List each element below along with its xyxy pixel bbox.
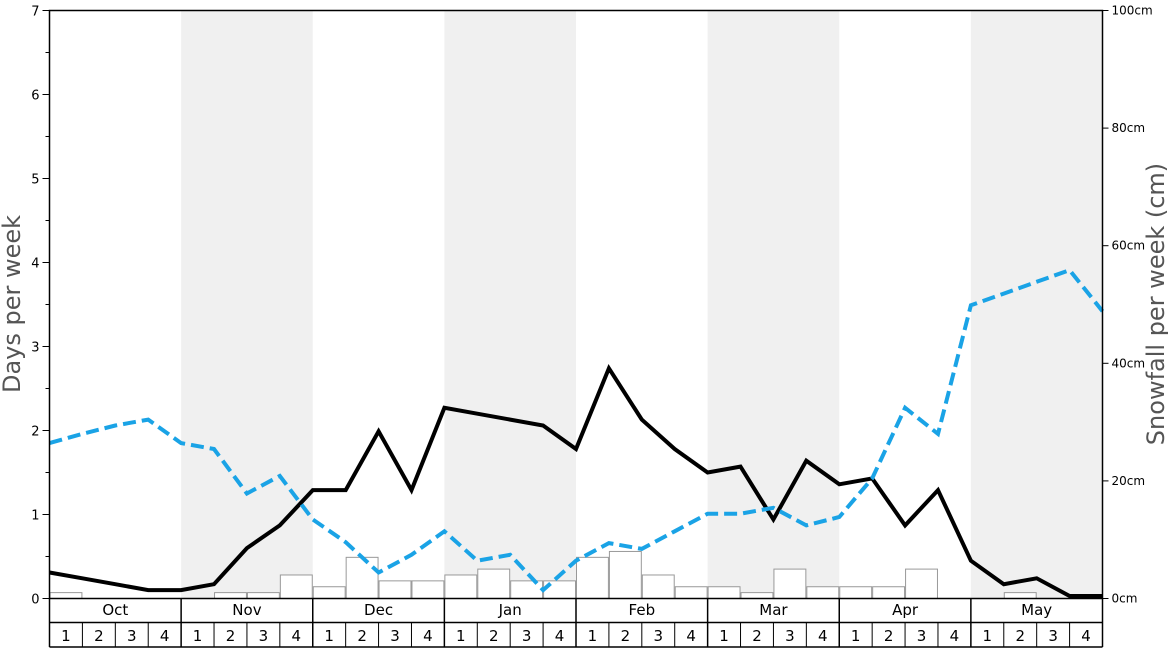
week-label: 3 — [917, 627, 927, 645]
week-label: 4 — [950, 627, 960, 645]
week-label: 3 — [390, 627, 400, 645]
right-tick-label: 0cm — [1112, 592, 1138, 606]
snowfall-bar — [214, 592, 247, 599]
week-label: 2 — [357, 627, 367, 645]
left-tick-label: 5 — [31, 173, 39, 188]
week-label: 2 — [752, 627, 762, 645]
week-label: 1 — [851, 627, 861, 645]
week-label: 1 — [719, 627, 729, 645]
week-label: 3 — [653, 627, 663, 645]
week-label: 2 — [621, 627, 631, 645]
month-label-oct: Oct — [102, 601, 128, 619]
week-label: 1 — [456, 627, 466, 645]
left-tick-label: 1 — [31, 509, 39, 524]
week-label: 4 — [292, 627, 302, 645]
left-tick-label: 7 — [31, 5, 39, 20]
month-band-jan — [444, 10, 576, 599]
month-label-jan: Jan — [498, 601, 522, 619]
dashed-blue-line — [48, 267, 1105, 593]
left-tick-label: 3 — [31, 341, 39, 356]
week-label: 2 — [489, 627, 499, 645]
week-label: 4 — [160, 627, 170, 645]
week-label: 3 — [1048, 627, 1058, 645]
week-label: 2 — [94, 627, 104, 645]
week-label: 1 — [983, 627, 993, 645]
month-bands — [181, 10, 1103, 599]
week-label: 2 — [226, 627, 236, 645]
week-label: 2 — [884, 627, 894, 645]
right-tick-label: 40cm — [1112, 356, 1146, 370]
right-axis: 0cm 20cm 40cm 60cm 80cm 100cm — [1102, 4, 1153, 606]
right-tick-label: 80cm — [1112, 121, 1146, 135]
snowfall-bar — [839, 586, 873, 599]
left-axis: 0 1 2 3 4 5 6 7 — [31, 5, 50, 608]
week-label: 2 — [1015, 627, 1025, 645]
month-label-feb: Feb — [629, 601, 656, 619]
week-label: 4 — [686, 627, 696, 645]
week-label: 4 — [818, 627, 828, 645]
week-label: 3 — [127, 627, 137, 645]
month-band-nov — [181, 10, 313, 599]
month-label-apr: Apr — [892, 601, 919, 619]
snowfall-bar — [510, 580, 544, 599]
snowfall-bar — [378, 580, 412, 599]
right-tick-label: 20cm — [1112, 474, 1146, 488]
week-label: 4 — [1081, 627, 1091, 645]
month-label-nov: Nov — [232, 601, 261, 619]
snowfall-bar — [312, 586, 346, 599]
snowfall-bar — [674, 586, 708, 599]
snowfall-bar — [641, 574, 675, 599]
month-label-mar: Mar — [759, 601, 788, 619]
left-tick-label: 4 — [31, 257, 39, 272]
week-label: 3 — [785, 627, 795, 645]
snowfall-bar — [608, 550, 642, 600]
snowfall-bar — [1003, 592, 1037, 599]
snowfall-bar — [773, 568, 807, 599]
snowfall-bar — [411, 580, 445, 599]
snowfall-bar — [872, 586, 906, 599]
right-axis-title: Snowfall per week (cm) — [1142, 163, 1168, 445]
week-label: 1 — [324, 627, 334, 645]
month-band-may — [970, 10, 1103, 599]
left-axis-title: Days per week — [0, 215, 26, 393]
snowfall-bar — [279, 574, 313, 599]
snowfall-bar — [345, 556, 379, 600]
solid-black-line — [49, 363, 1103, 598]
left-tick-label: 2 — [31, 425, 39, 440]
month-band-mar — [707, 10, 840, 599]
month-label-may: May — [1021, 601, 1052, 619]
week-label: 3 — [259, 627, 269, 645]
snowfall-bar — [49, 592, 83, 599]
snowfall-bar — [806, 586, 840, 599]
week-label: 3 — [522, 627, 532, 645]
right-tick-label: 100cm — [1112, 4, 1153, 18]
snowfall-bar — [246, 592, 280, 599]
left-tick-label: 0 — [31, 593, 39, 608]
left-tick-label: 6 — [31, 89, 39, 104]
week-label: 1 — [61, 627, 71, 645]
week-label: 1 — [588, 627, 598, 645]
series-lines — [48, 267, 1105, 598]
week-label: 1 — [193, 627, 203, 645]
month-label-dec: Dec — [364, 601, 393, 619]
week-label: 4 — [423, 627, 433, 645]
snowfall-bar — [576, 556, 609, 600]
week-label: 4 — [555, 627, 565, 645]
snowfall-bar — [444, 574, 478, 599]
snowfall-bar — [477, 568, 511, 599]
snowfall-bar — [905, 568, 938, 599]
snowfall-bar — [740, 592, 774, 599]
snowfall-bar — [707, 586, 741, 599]
right-tick-label: 60cm — [1112, 239, 1146, 253]
month-week-axis: Oct 1 2 3 4 Nov 1 2 3 4 Dec 1 2 3 4 Jan 1 2 3 4 Feb 1 2 3 4 Mar 1 2… — [48, 598, 1104, 648]
